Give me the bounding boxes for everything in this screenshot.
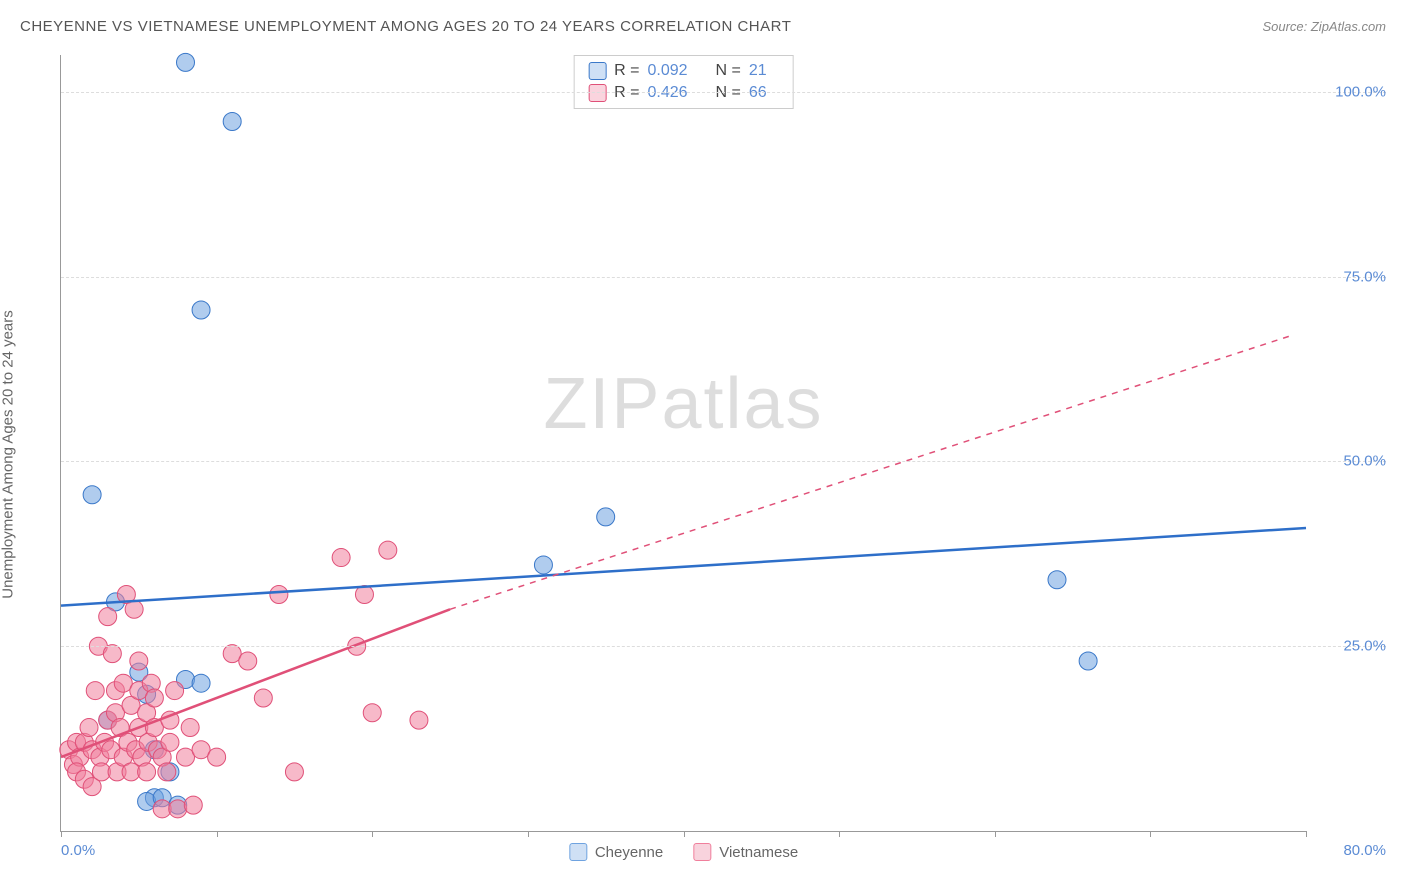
- data-point: [177, 53, 195, 71]
- trend-line: [450, 336, 1290, 609]
- data-point: [184, 796, 202, 814]
- chart-svg: [61, 55, 1306, 831]
- data-point: [285, 763, 303, 781]
- data-point: [410, 711, 428, 729]
- y-tick-label: 75.0%: [1316, 268, 1386, 285]
- legend-item: Cheyenne: [569, 843, 663, 861]
- legend-item: Vietnamese: [693, 843, 798, 861]
- x-tick: [217, 831, 218, 837]
- chart-title: CHEYENNE VS VIETNAMESE UNEMPLOYMENT AMON…: [20, 18, 791, 35]
- data-point: [145, 689, 163, 707]
- legend-swatch: [588, 84, 606, 102]
- legend-swatch: [569, 843, 587, 861]
- n-value: 66: [749, 84, 779, 102]
- x-axis-start-label: 0.0%: [61, 842, 95, 859]
- data-point: [103, 645, 121, 663]
- y-tick-label: 25.0%: [1316, 638, 1386, 655]
- r-label: R =: [614, 84, 639, 102]
- data-point: [239, 652, 257, 670]
- grid-line: [61, 92, 1386, 93]
- data-point: [99, 608, 117, 626]
- legend-swatch: [588, 62, 606, 80]
- legend-label: Cheyenne: [595, 844, 663, 861]
- r-label: R =: [614, 62, 639, 80]
- title-row: CHEYENNE VS VIETNAMESE UNEMPLOYMENT AMON…: [20, 18, 1386, 35]
- data-point: [161, 733, 179, 751]
- legend-correlation-row: R = 0.426 N = 66: [588, 82, 779, 104]
- x-tick: [528, 831, 529, 837]
- n-label: N =: [716, 62, 741, 80]
- x-tick: [1306, 831, 1307, 837]
- x-tick: [61, 831, 62, 837]
- data-point: [86, 682, 104, 700]
- data-point: [270, 586, 288, 604]
- data-point: [192, 674, 210, 692]
- data-point: [130, 652, 148, 670]
- data-point: [158, 763, 176, 781]
- data-point: [363, 704, 381, 722]
- x-tick: [372, 831, 373, 837]
- x-tick: [839, 831, 840, 837]
- plot-area: ZIPatlas R =0.092N =21R =0.426N =66 0.0%…: [60, 55, 1306, 832]
- n-value: 21: [749, 62, 779, 80]
- data-point: [169, 800, 187, 818]
- legend-label: Vietnamese: [719, 844, 798, 861]
- data-point: [597, 508, 615, 526]
- y-tick-label: 100.0%: [1316, 83, 1386, 100]
- grid-line: [61, 277, 1386, 278]
- trend-line: [61, 528, 1306, 606]
- source-label: Source: ZipAtlas.com: [1262, 19, 1386, 34]
- data-point: [166, 682, 184, 700]
- legend-correlation: R = 0.092 N = 21 R = 0.426 N = 66: [573, 55, 794, 109]
- data-point: [379, 541, 397, 559]
- data-point: [223, 113, 241, 131]
- n-label: N =: [716, 84, 741, 102]
- x-axis-end-label: 80.0%: [1343, 842, 1386, 859]
- x-tick: [995, 831, 996, 837]
- data-point: [192, 301, 210, 319]
- y-tick-label: 50.0%: [1316, 453, 1386, 470]
- legend-correlation-row: R = 0.092 N = 21: [588, 60, 779, 82]
- x-tick: [684, 831, 685, 837]
- data-point: [332, 549, 350, 567]
- data-point: [138, 763, 156, 781]
- r-value: 0.426: [648, 84, 698, 102]
- data-point: [208, 748, 226, 766]
- data-point: [1079, 652, 1097, 670]
- data-point: [125, 600, 143, 618]
- data-point: [83, 486, 101, 504]
- chart-container: CHEYENNE VS VIETNAMESE UNEMPLOYMENT AMON…: [0, 0, 1406, 892]
- x-tick: [1150, 831, 1151, 837]
- data-point: [80, 719, 98, 737]
- data-point: [1048, 571, 1066, 589]
- r-value: 0.092: [648, 62, 698, 80]
- y-axis-label: Unemployment Among Ages 20 to 24 years: [0, 310, 17, 599]
- data-point: [534, 556, 552, 574]
- grid-line: [61, 461, 1386, 462]
- grid-line: [61, 646, 1386, 647]
- data-point: [181, 719, 199, 737]
- data-point: [254, 689, 272, 707]
- legend-swatch: [693, 843, 711, 861]
- legend-series: Cheyenne Vietnamese: [569, 843, 798, 861]
